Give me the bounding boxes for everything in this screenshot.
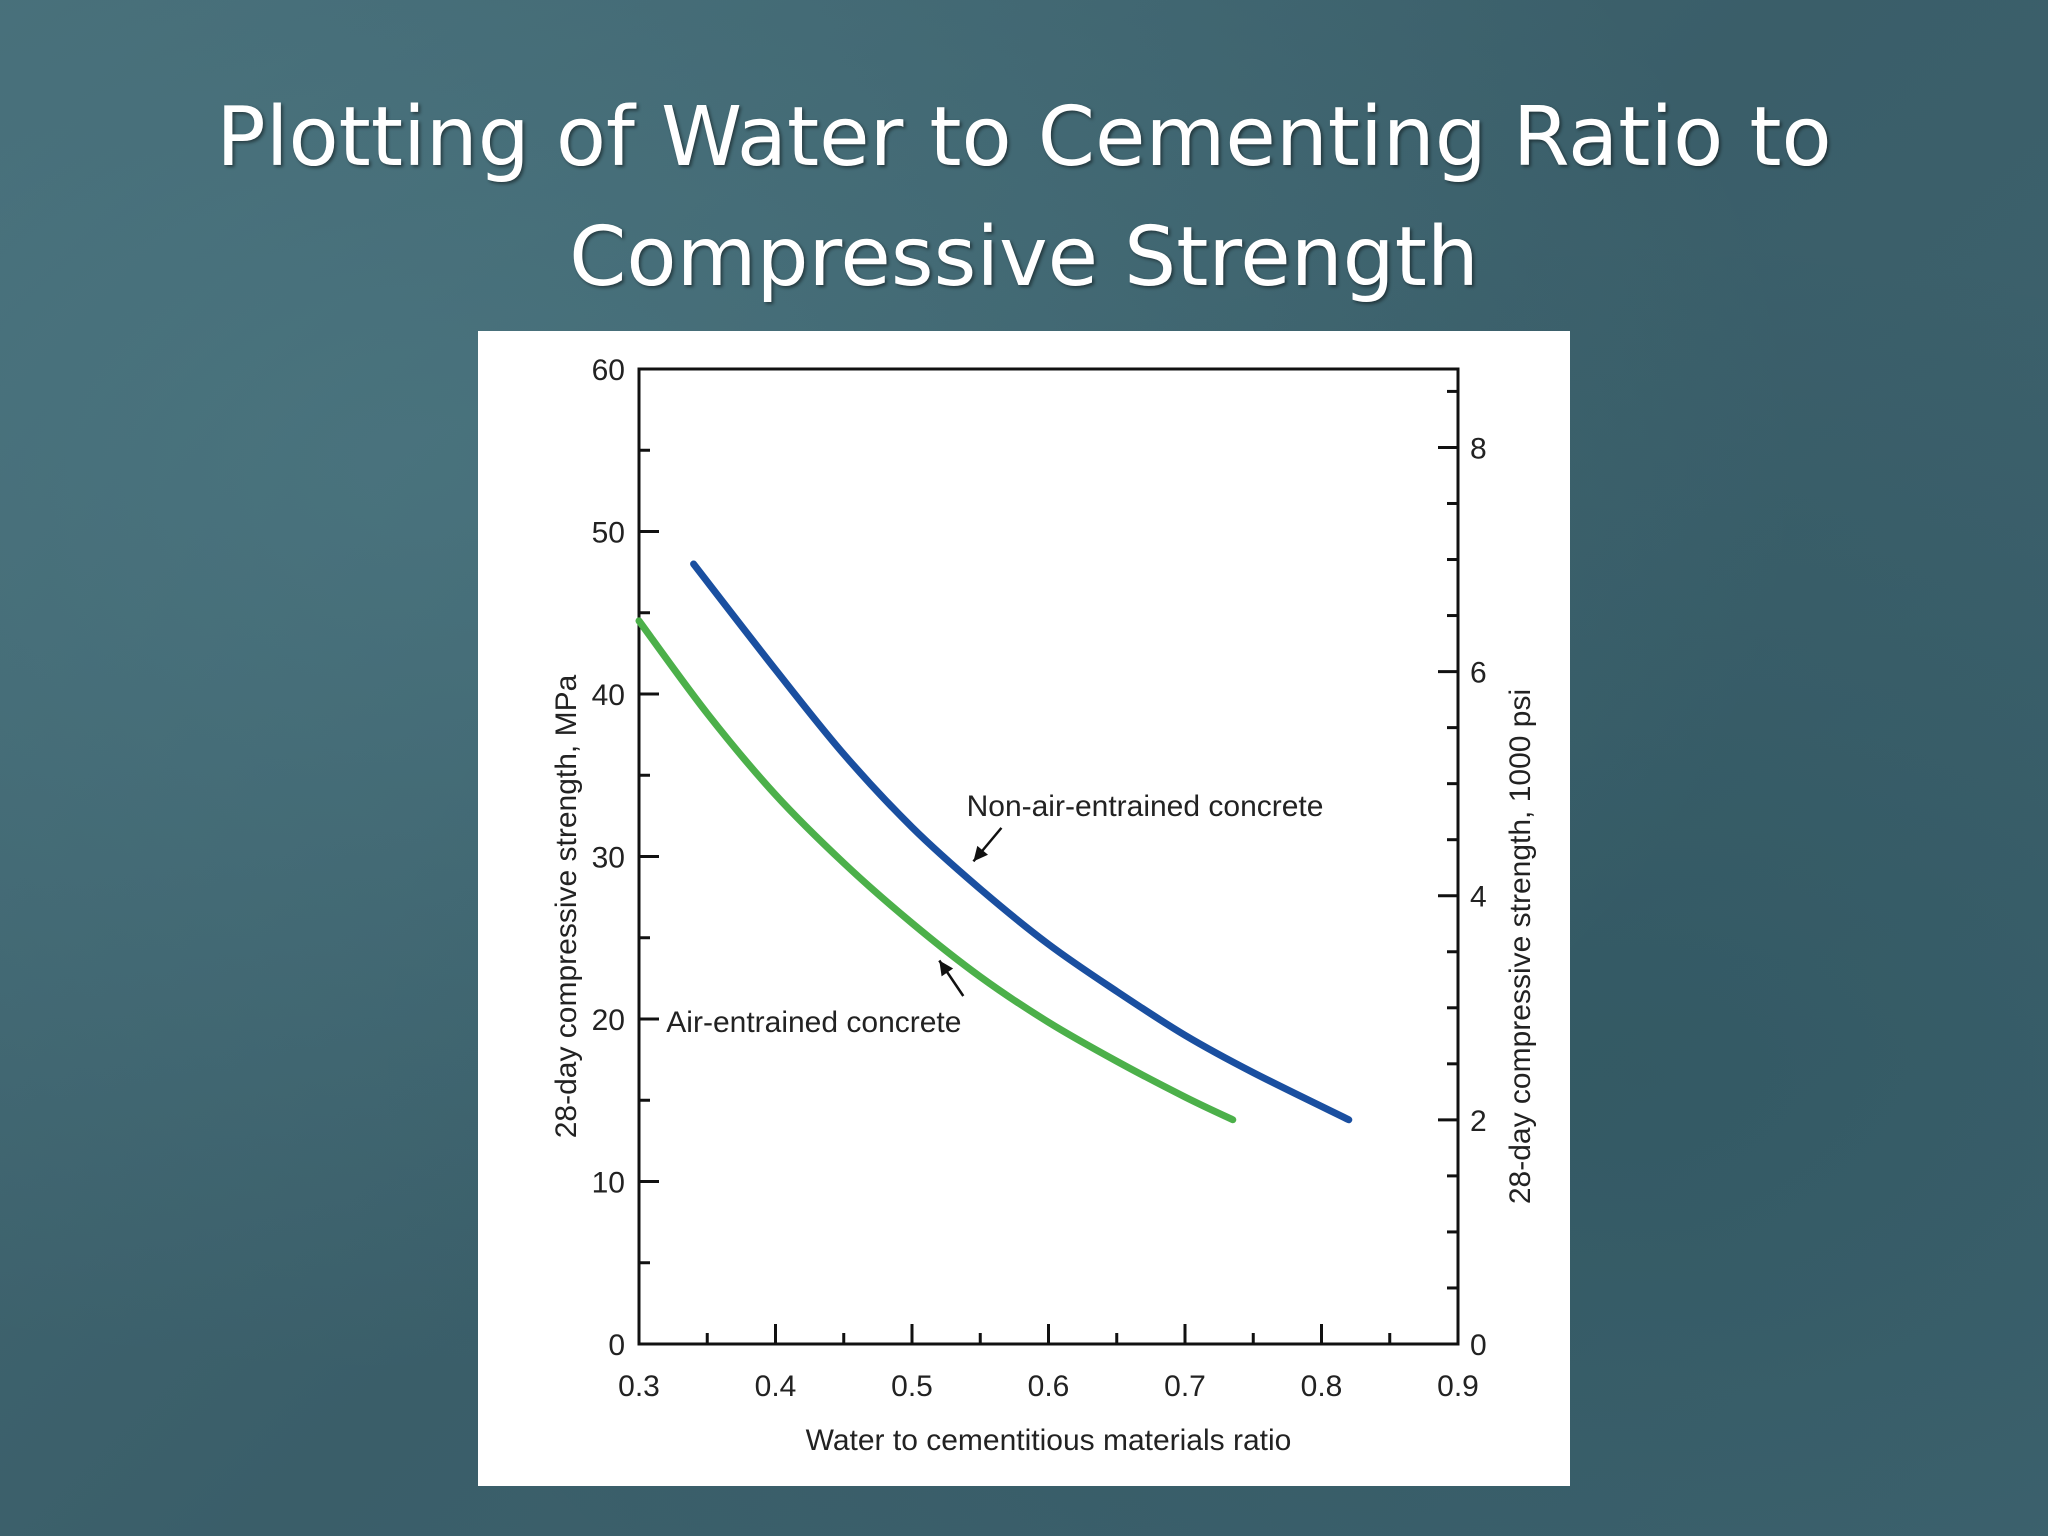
x-tick-label: 0.6 <box>1028 1370 1070 1403</box>
y2-tick-label: 2 <box>1470 1105 1487 1138</box>
y2-axis-label: 28-day compressive strength, 1000 psi <box>1504 689 1537 1204</box>
x-tick-label: 0.4 <box>755 1370 797 1403</box>
x-tick-label: 0.3 <box>618 1370 660 1403</box>
slide-title-line2: Compressive Strength <box>569 210 1479 305</box>
y-tick-label: 20 <box>592 1004 625 1037</box>
plot-frame <box>637 367 1460 1346</box>
chart-panel: 0.3 0.4 0.5 0.6 0.7 0.8 0.9 0 10 20 30 40 50 60 0 2 4 6… <box>478 331 1570 1486</box>
series-line-air-entrained <box>635 617 1237 1124</box>
y-tick-label: 0 <box>608 1329 625 1362</box>
annotation-label: Air-entrained concrete <box>666 1006 961 1039</box>
y-tick-label: 10 <box>592 1167 625 1200</box>
x-tick-label: 0.8 <box>1301 1370 1343 1403</box>
annotation-label: Non-air-entrained concrete <box>967 790 1324 823</box>
y2-tick-label: 8 <box>1470 432 1487 465</box>
annotation-arrowhead <box>973 845 989 862</box>
strength-chart: 0.3 0.4 0.5 0.6 0.7 0.8 0.9 0 10 20 30 40 50 60 0 2 4 6… <box>550 354 1537 1457</box>
y-axis-label: 28-day compressive strength, MPa <box>550 674 583 1138</box>
x-tick-label: 0.5 <box>891 1370 933 1403</box>
x-tick-label: 0.9 <box>1437 1370 1479 1403</box>
x-tick-label: 0.7 <box>1164 1370 1206 1403</box>
y-tick-label: 50 <box>592 517 625 550</box>
y2-tick-label: 0 <box>1470 1329 1487 1362</box>
annotation-arrowhead <box>939 960 954 977</box>
slide-title-line1: Plotting of Water to Cementing Ratio to <box>216 90 1832 185</box>
y2-tick-label: 4 <box>1470 881 1487 914</box>
series-line-non-air-entrained <box>690 560 1353 1124</box>
y-tick-label: 40 <box>592 679 625 712</box>
y2-tick-label: 6 <box>1470 657 1487 690</box>
x-axis-label: Water to cementitious materials ratio <box>806 1424 1292 1457</box>
y-tick-label: 30 <box>592 842 625 875</box>
slide-title: Plotting of Water to Cementing Ratio to … <box>0 78 2048 318</box>
y-tick-label: 60 <box>592 354 625 387</box>
